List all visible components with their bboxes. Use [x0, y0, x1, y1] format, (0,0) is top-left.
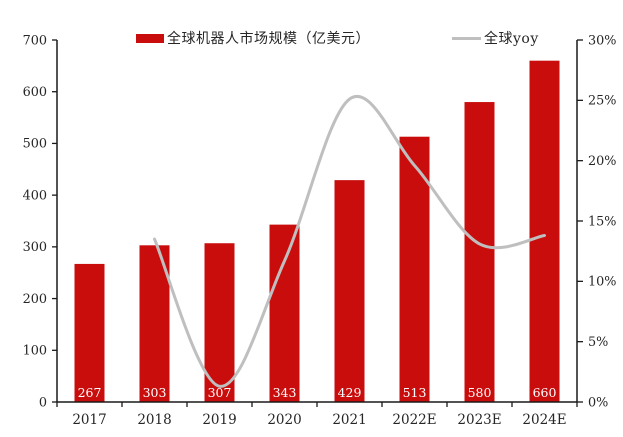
x-axis-category-label: 2022E	[392, 412, 436, 428]
bar-value-label: 303	[143, 385, 167, 400]
left-axis-tick-label: 100	[23, 344, 47, 359]
bar-value-label: 343	[273, 385, 297, 400]
bar-series	[74, 60, 560, 403]
bar-2021	[334, 180, 365, 402]
x-axis-category-label: 2021	[332, 412, 366, 428]
bar-value-label: 429	[338, 385, 362, 400]
legend-label-yoy: 全球yoy	[484, 31, 539, 47]
left-axis-tick-label: 400	[23, 188, 47, 203]
bar-value-label: 580	[468, 385, 492, 400]
x-axis-category-label: 2020	[267, 412, 301, 428]
left-axis-tick-label: 300	[23, 240, 47, 255]
right-axis-tick-label: 0%	[588, 395, 608, 410]
bar-2017	[74, 263, 105, 402]
x-axis-category-label: 2019	[202, 412, 236, 428]
legend-item-market-size: 全球机器人市场规模（亿美元）	[136, 28, 370, 48]
left-axis-tick-label: 200	[23, 292, 47, 307]
x-axis-category-label: 2024E	[522, 412, 566, 428]
bar-2024E	[529, 60, 560, 402]
left-axis-tick-label: 500	[23, 137, 47, 152]
bar-2022E	[399, 136, 430, 402]
bar-value-label: 660	[533, 385, 557, 400]
bar-value-label: 307	[208, 385, 232, 400]
left-axis-tick-label: 700	[23, 33, 47, 48]
right-axis-tick-label: 30%	[588, 33, 616, 48]
legend-bar-swatch-icon	[136, 33, 164, 43]
bar-2020	[269, 224, 300, 402]
right-axis-tick-label: 20%	[588, 154, 616, 169]
bar-data-labels: 267 303 307 343 429 513 580 660	[78, 385, 557, 400]
left-axis-tick-label: 0	[39, 395, 47, 410]
legend-item-yoy: 全球yoy	[452, 28, 539, 48]
bar-2019	[204, 243, 235, 402]
x-axis-category-label: 2023E	[457, 412, 501, 428]
axes: 0 100 200 300 400 500 600 700 0% 5% 10% 15% 20% 25% 30…	[23, 33, 617, 428]
legend-label-market-size: 全球机器人市场规模（亿美元）	[167, 31, 370, 47]
bar-value-label: 513	[403, 385, 427, 400]
right-axis-tick-label: 10%	[588, 275, 616, 290]
chart-legend: 全球机器人市场规模（亿美元） 全球yoy	[136, 28, 539, 48]
right-axis-tick-label: 15%	[588, 214, 616, 229]
x-axis-category-label: 2018	[137, 412, 171, 428]
left-axis-tick-label: 600	[23, 85, 47, 100]
yoy-line	[153, 95, 546, 388]
legend-line-swatch-icon	[452, 36, 481, 40]
bar-value-label: 267	[78, 385, 102, 400]
bar-2023E	[464, 102, 495, 403]
x-axis-category-label: 2017	[72, 412, 106, 428]
right-axis-tick-label: 5%	[588, 335, 608, 350]
right-axis-tick-label: 25%	[588, 94, 616, 109]
